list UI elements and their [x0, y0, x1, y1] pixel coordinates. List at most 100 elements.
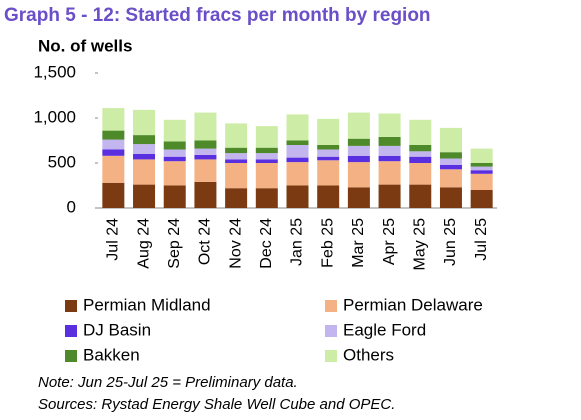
bar-segment: [347, 112, 370, 139]
x-tick-label: Apr 25: [381, 218, 398, 265]
bar-segment: [102, 108, 125, 131]
bar-segment: [163, 161, 186, 186]
bar-segment: [347, 145, 370, 156]
bar-segment: [133, 135, 156, 145]
bar-segment: [409, 145, 432, 152]
bar-segment: [347, 187, 370, 208]
bar-segment: [286, 162, 309, 186]
bar-segment: [255, 126, 278, 148]
bar-segment: [409, 184, 432, 208]
legend-swatch: [325, 325, 337, 337]
bar-segment: [163, 149, 186, 157]
bar-segment: [378, 161, 401, 185]
bar-segment: [409, 151, 432, 157]
bar-segment: [470, 148, 493, 163]
bar-segment: [439, 164, 462, 170]
legend-label: Eagle Ford: [343, 320, 426, 339]
bar-segment: [439, 127, 462, 153]
bar-segment: [194, 112, 217, 141]
legend-label: Permian Midland: [83, 295, 211, 314]
note: Note: Jun 25-Jul 25 = Preliminary data.: [38, 374, 298, 391]
bar-segment: [378, 184, 401, 208]
y-tick-label: 0: [67, 197, 76, 216]
bar-segment: [163, 141, 186, 150]
bar-segment: [439, 158, 462, 165]
bar-segment: [133, 144, 156, 154]
bar-segment: [439, 152, 462, 159]
bar-segment: [409, 119, 432, 145]
bar-segment: [286, 140, 309, 145]
bar-segment: [317, 149, 340, 157]
bar-segment: [133, 154, 156, 160]
bar-segment: [225, 163, 248, 189]
bar-segment: [347, 162, 370, 188]
legend-label: Others: [343, 345, 394, 364]
bar-segment: [378, 145, 401, 156]
bar-segment: [194, 140, 217, 149]
x-tick-label: Jun 25: [442, 218, 459, 266]
legend-swatch: [65, 300, 77, 312]
bar-segment: [255, 163, 278, 189]
bar-segment: [194, 148, 217, 155]
bar-segment: [102, 182, 125, 208]
bar-segment: [102, 139, 125, 150]
bar-segment: [470, 173, 493, 190]
x-tick-label: Nov 24: [227, 218, 244, 269]
bar-segment: [194, 154, 217, 160]
x-tick-label: Sep 24: [166, 218, 183, 269]
legend-label: Bakken: [83, 345, 140, 364]
bar-segment: [133, 184, 156, 208]
bar-segment: [255, 188, 278, 208]
bar-segment: [378, 136, 401, 146]
bar-segment: [470, 166, 493, 171]
note: Sources: Rystad Energy Shale Well Cube a…: [38, 396, 395, 413]
x-tick-label: Dec 24: [258, 218, 275, 269]
bar-segment: [470, 190, 493, 208]
chart-title: Graph 5 - 12: Started fracs per month by…: [4, 5, 431, 26]
bar-segment: [317, 145, 340, 150]
bar-segment: [102, 130, 125, 140]
bar-segment: [378, 155, 401, 162]
bar-segment: [470, 163, 493, 167]
bar-segment: [317, 156, 340, 161]
y-tick-label: 1,500: [33, 62, 76, 81]
legend-swatch: [65, 325, 77, 337]
bar-segment: [439, 187, 462, 208]
bar-segment: [225, 123, 248, 148]
legend-swatch: [65, 350, 77, 362]
x-tick-label: Jul 25: [473, 218, 490, 261]
bar-segment: [286, 185, 309, 208]
bar-segment: [286, 114, 309, 141]
bar-segment: [347, 138, 370, 146]
bar-segment: [102, 149, 125, 156]
bar-segment: [133, 159, 156, 185]
bar-segment: [225, 188, 248, 208]
bar-segment: [317, 160, 340, 186]
bar-segment: [194, 159, 217, 182]
bar-segment: [317, 185, 340, 208]
legend-label: DJ Basin: [83, 320, 151, 339]
bar-segment: [255, 159, 278, 163]
legend-swatch: [325, 350, 337, 362]
bar-segment: [225, 147, 248, 154]
bar-segment: [255, 147, 278, 154]
x-tick-label: Oct 24: [197, 218, 214, 265]
x-tick-label: Mar 25: [350, 218, 367, 268]
bar-segment: [347, 155, 370, 163]
y-tick-label: 500: [48, 152, 76, 171]
bar-segment: [317, 118, 340, 145]
bar-segment: [163, 119, 186, 142]
bar-segment: [286, 145, 309, 158]
bar-segment: [409, 163, 432, 185]
bar-segment: [225, 159, 248, 163]
bar-segment: [409, 156, 432, 163]
bar-segment: [439, 169, 462, 188]
bar-segment: [378, 113, 401, 137]
x-tick-label: Aug 24: [135, 218, 152, 269]
x-tick-label: Feb 25: [319, 218, 336, 268]
y-axis-label: No. of wells: [38, 36, 132, 55]
bar-segment: [102, 155, 125, 183]
bar-segment: [225, 153, 248, 160]
bar-segment: [133, 109, 156, 136]
